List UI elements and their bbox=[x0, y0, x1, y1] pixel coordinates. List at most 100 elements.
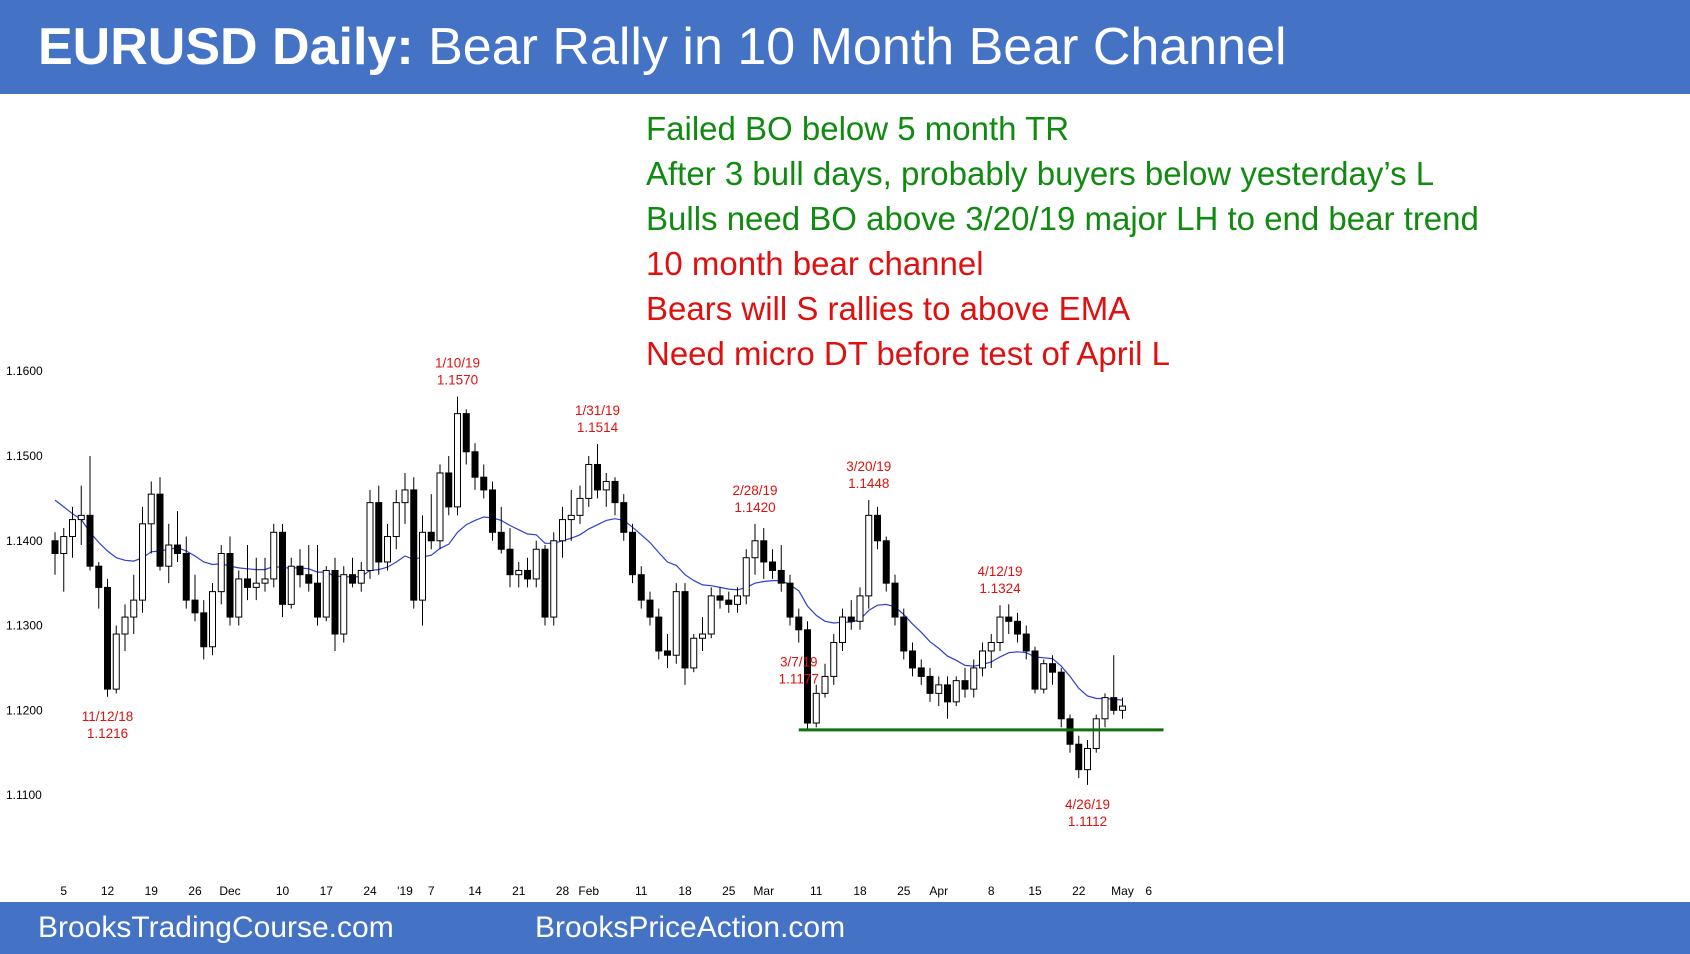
bull-candle-body bbox=[401, 489, 409, 504]
bull-candle-body bbox=[147, 493, 155, 525]
candle bbox=[585, 456, 593, 507]
bull-candle-body bbox=[60, 536, 68, 554]
bear-candle-body bbox=[471, 451, 479, 478]
price-annotation: 3/20/19 1.1448 bbox=[846, 459, 891, 491]
bull-candle-body bbox=[576, 497, 584, 516]
bear-candle-body bbox=[95, 565, 103, 588]
candle bbox=[77, 485, 85, 546]
price-annotation: 4/26/19 1.1112 bbox=[1065, 797, 1110, 829]
bull-candle-body bbox=[707, 595, 715, 635]
bear-candle-body bbox=[917, 667, 925, 677]
candle bbox=[532, 540, 540, 588]
candle bbox=[1040, 659, 1048, 694]
bull-candle-body bbox=[121, 616, 129, 635]
candle bbox=[620, 494, 628, 541]
candle bbox=[611, 477, 619, 516]
bear-candle-body bbox=[314, 582, 321, 618]
candle bbox=[349, 557, 356, 588]
candle bbox=[716, 587, 724, 609]
bear-candle-body bbox=[489, 489, 496, 533]
bear-candle-body bbox=[664, 650, 671, 656]
candle bbox=[121, 604, 129, 651]
bull-candle-body bbox=[585, 463, 593, 499]
title-bold: EURUSD Daily: bbox=[38, 18, 414, 76]
bear-candle-body bbox=[279, 531, 286, 605]
bull-candle-body bbox=[1084, 747, 1091, 771]
bear-candle-body bbox=[611, 480, 619, 504]
page-title: EURUSD Daily: Bear Rally in 10 Month Bea… bbox=[38, 14, 1287, 80]
bear-candle-body bbox=[629, 531, 636, 576]
candle bbox=[725, 591, 733, 613]
bear-candle-body bbox=[944, 684, 951, 703]
bull-candle-body bbox=[550, 540, 558, 618]
candle bbox=[970, 659, 978, 698]
bull-candle-body bbox=[436, 472, 444, 542]
candle bbox=[1014, 612, 1021, 643]
candle bbox=[629, 523, 636, 584]
candle bbox=[375, 485, 383, 575]
bull-candle-body bbox=[970, 667, 978, 690]
bear-candle-body bbox=[541, 548, 549, 618]
candle bbox=[357, 561, 365, 592]
bull-candle-body bbox=[235, 578, 243, 618]
bull-candle-body bbox=[672, 591, 680, 656]
candle bbox=[1075, 735, 1083, 779]
candle bbox=[1031, 646, 1039, 694]
candle bbox=[322, 566, 330, 622]
candle bbox=[559, 506, 566, 558]
candle bbox=[462, 409, 470, 465]
bull-candle-body bbox=[690, 637, 698, 669]
candle bbox=[812, 684, 820, 728]
bear-candle-body bbox=[760, 540, 768, 563]
bear-candle-body bbox=[296, 565, 304, 576]
candle bbox=[366, 489, 374, 579]
title-rest: Bear Rally in 10 Month Bear Channel bbox=[413, 18, 1287, 76]
bear-candle-body bbox=[926, 675, 934, 694]
bear-candle-body bbox=[331, 569, 339, 635]
bull-candle-body bbox=[392, 502, 400, 538]
footer-left-site: BrooksTradingCourse.com bbox=[38, 911, 394, 944]
candle bbox=[1092, 714, 1100, 753]
bull-candle-body bbox=[935, 684, 943, 694]
candle bbox=[445, 456, 453, 516]
x-tick-label: Mar bbox=[753, 884, 774, 898]
candle bbox=[1119, 697, 1126, 719]
bear-candle-body bbox=[795, 616, 803, 631]
annotation-date: 4/26/19 bbox=[1065, 797, 1110, 812]
candle bbox=[1049, 655, 1056, 685]
candle bbox=[646, 591, 654, 626]
x-tick-label: 11 bbox=[810, 884, 823, 898]
bear-candle-body bbox=[1057, 671, 1065, 720]
price-annotation: 1/10/19 1.1570 bbox=[435, 356, 480, 388]
bull-candle-body bbox=[996, 616, 1004, 644]
candle bbox=[760, 528, 768, 579]
bear-candle-body bbox=[1031, 650, 1039, 690]
bull-candle-body bbox=[340, 574, 348, 635]
note-1: Failed BO below 5 month TR bbox=[646, 110, 1070, 147]
bear-candle-body bbox=[182, 552, 190, 601]
candle bbox=[305, 545, 313, 592]
candle bbox=[900, 608, 908, 660]
annotation-price: 1.1448 bbox=[848, 476, 889, 491]
candle bbox=[191, 574, 199, 622]
x-tick-label: 25 bbox=[722, 884, 736, 898]
candle bbox=[847, 600, 855, 630]
candle bbox=[497, 506, 505, 554]
bear-candle-body bbox=[410, 489, 418, 601]
candle bbox=[480, 464, 488, 499]
x-tick-label: 8 bbox=[988, 884, 995, 898]
bear-candle-body bbox=[786, 582, 794, 618]
x-tick-label: 17 bbox=[320, 884, 334, 898]
candle bbox=[217, 545, 225, 605]
y-tick-label: 1.1400 bbox=[6, 534, 43, 548]
candle bbox=[909, 642, 916, 677]
bear-candle-body bbox=[804, 629, 811, 724]
candle bbox=[436, 464, 444, 550]
bull-candle-body bbox=[559, 519, 566, 542]
candle bbox=[856, 587, 864, 630]
annotation-date: 11/12/18 bbox=[82, 709, 134, 724]
annotation-price: 1.1570 bbox=[437, 373, 478, 388]
price-annotation: 11/12/18 1.1216 bbox=[82, 709, 134, 741]
candle bbox=[401, 472, 409, 524]
footer-bar: BrooksTradingCourse.com BrooksPriceActio… bbox=[0, 902, 1690, 954]
